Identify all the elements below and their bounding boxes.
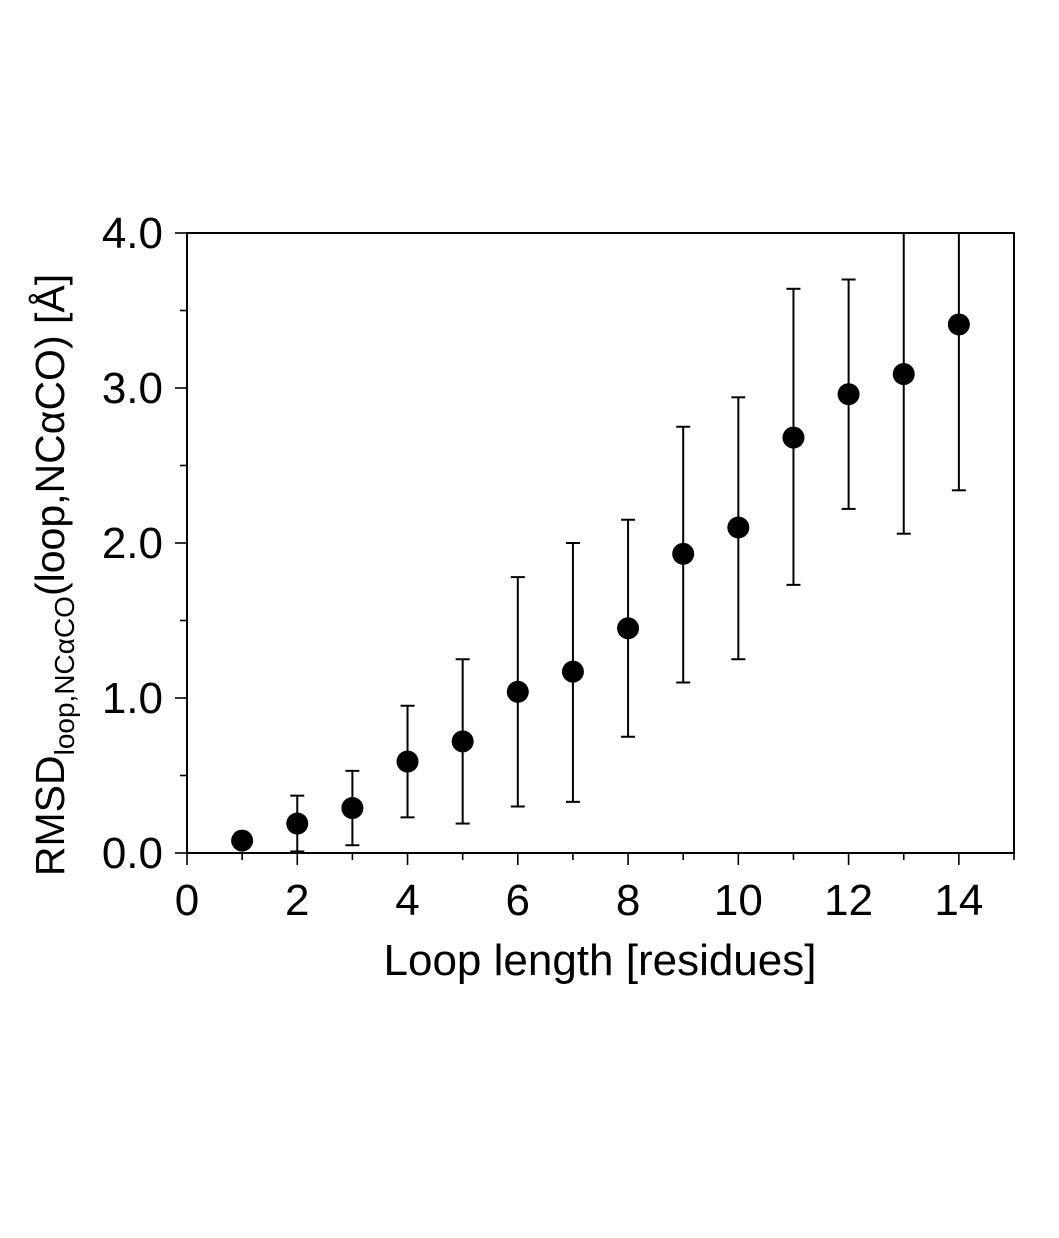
x-tick-label: 4 xyxy=(395,876,419,925)
y-tick-label: 4.0 xyxy=(102,209,163,258)
data-point xyxy=(892,363,915,386)
data-point xyxy=(947,313,970,336)
y-axis-title-rest: (loop,NCαCO) [Å] xyxy=(27,274,73,596)
y-axis-title-subscript: loop,NCαCO xyxy=(49,596,80,755)
y-axis-title: RMSDloop,NCαCO(loop,NCαCO) [Å] xyxy=(27,274,80,876)
y-axis-title-main: RMSD xyxy=(27,755,73,876)
y-tick-label: 1.0 xyxy=(102,674,163,723)
y-tick-label: 3.0 xyxy=(102,364,163,413)
data-point xyxy=(617,617,640,640)
plot-frame xyxy=(186,232,1015,854)
data-point xyxy=(341,797,364,820)
x-tick-label: 14 xyxy=(934,876,983,925)
x-axis-title: Loop length [residues] xyxy=(384,936,817,985)
x-tick-label: 2 xyxy=(285,876,309,925)
data-point xyxy=(506,680,529,703)
data-point xyxy=(286,812,309,835)
data-point xyxy=(396,750,419,773)
x-tick-label: 12 xyxy=(824,876,873,925)
error-bars xyxy=(290,233,966,853)
axis-ticks xyxy=(175,232,1015,865)
data-point xyxy=(727,516,750,539)
y-tick-label: 0.0 xyxy=(102,829,163,878)
data-point xyxy=(231,829,254,852)
x-tick-label: 6 xyxy=(506,876,530,925)
data-point xyxy=(451,730,474,753)
data-point xyxy=(561,660,584,683)
y-tick-labels: 0.0 1.0 2.0 3.0 4.0 xyxy=(102,209,163,878)
data-point xyxy=(837,383,860,406)
data-point xyxy=(782,426,805,449)
x-tick-label: 0 xyxy=(175,876,199,925)
data-points xyxy=(231,313,970,852)
y-tick-label: 2.0 xyxy=(102,519,163,568)
x-tick-labels: 0 2 4 6 8 10 12 14 xyxy=(175,876,984,925)
x-tick-label: 10 xyxy=(714,876,763,925)
x-tick-label: 8 xyxy=(616,876,640,925)
data-point xyxy=(672,542,695,565)
error-bar xyxy=(951,233,966,492)
